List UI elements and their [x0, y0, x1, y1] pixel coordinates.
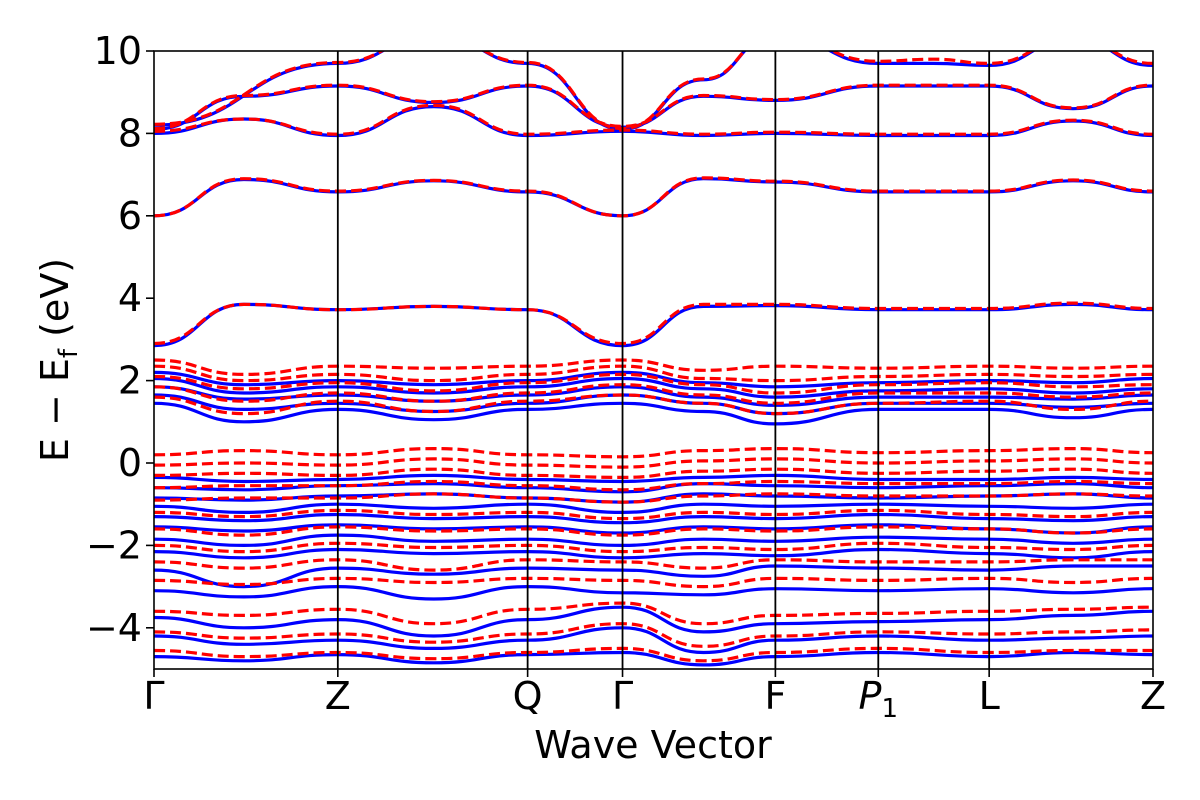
solid-band-line: [154, 502, 1153, 515]
x-tick-label: L: [979, 674, 1000, 718]
y-tick-label: 0: [118, 441, 142, 485]
dashed-band-line: [154, 601, 1153, 626]
solid-band-line: [154, 512, 1153, 525]
dashed-band-line: [154, 576, 1153, 589]
y-tick-label: −2: [86, 523, 142, 567]
y-tick-label: 4: [118, 276, 142, 320]
dashed-band-line: [154, 525, 1153, 537]
x-tick-label: Γ: [143, 674, 164, 718]
y-axis-title: E − Ef (eV): [33, 258, 84, 462]
solid-band-line: [154, 650, 1153, 667]
solid-band-line: [154, 473, 1153, 484]
x-tick-label: Z: [1140, 674, 1166, 718]
x-tick-label: Q: [513, 674, 543, 718]
dashed-band-line: [154, 492, 1153, 504]
band-lines: [154, 51, 1153, 667]
solid-band-line: [154, 385, 1153, 407]
dashed-band-line: [154, 541, 1153, 554]
solid-band-line: [154, 547, 1153, 560]
solid-band-line: [154, 370, 1153, 389]
dashed-band-line: [154, 176, 1153, 218]
dashed-band-line: [154, 467, 1153, 480]
y-axis-title-sub: f: [54, 348, 84, 358]
y-tick-label: 10: [94, 29, 142, 73]
solid-band-line: [154, 584, 1153, 601]
x-axis: Γ Z Q Γ F P1 L Z: [143, 669, 1166, 724]
solid-band-line: [154, 177, 1153, 218]
y-tick-label: 8: [118, 111, 142, 155]
x-axis-title: Wave Vector: [534, 723, 772, 767]
y-tick-label: 6: [118, 194, 142, 238]
y-axis: 10 8 6 4 2 0 −2 −4: [86, 29, 154, 650]
y-tick-label: 2: [118, 359, 142, 403]
solid-band-line: [154, 302, 1153, 348]
solid-band-line: [154, 84, 1153, 131]
y-axis-title-unit: (eV): [33, 258, 77, 349]
dashed-band-line: [154, 508, 1153, 521]
dashed-band-line: [154, 457, 1153, 469]
x-tick-label: Z: [325, 674, 351, 718]
y-axis-title-main: E − E: [33, 358, 77, 462]
k-point-lines: [336, 51, 991, 669]
dashed-band-line: [154, 51, 1153, 131]
y-tick-label: −4: [86, 606, 142, 650]
dashed-band-line: [154, 446, 1153, 459]
x-tick-label: P1: [859, 674, 898, 724]
dashed-band-line: [154, 358, 1153, 377]
x-tick-label: Γ: [612, 674, 633, 718]
plot-frame: [153, 50, 1154, 670]
dashed-band-line: [154, 83, 1153, 131]
x-tick-label: F: [764, 674, 786, 718]
solid-band-line: [154, 533, 1153, 548]
